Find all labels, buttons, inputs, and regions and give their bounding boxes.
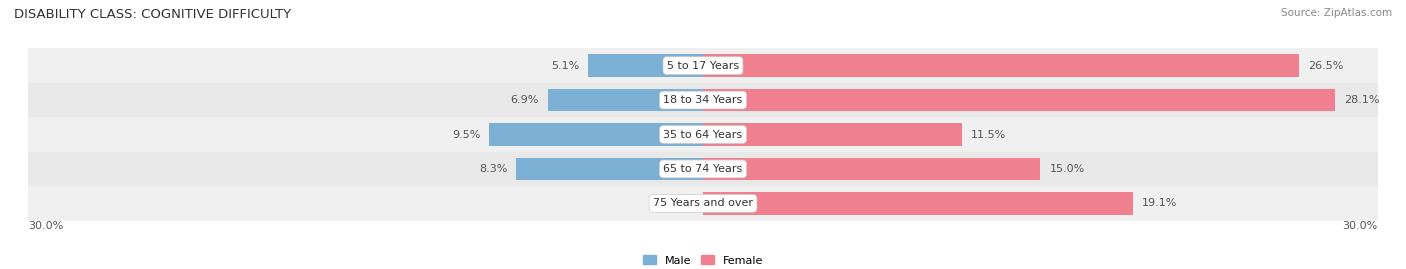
- Bar: [703, 158, 1040, 180]
- Bar: [28, 186, 1378, 221]
- Text: DISABILITY CLASS: COGNITIVE DIFFICULTY: DISABILITY CLASS: COGNITIVE DIFFICULTY: [14, 8, 291, 21]
- Bar: [489, 123, 703, 146]
- Bar: [703, 89, 1336, 111]
- Bar: [28, 48, 1378, 83]
- Text: 18 to 34 Years: 18 to 34 Years: [664, 95, 742, 105]
- Text: 0.0%: 0.0%: [666, 198, 695, 208]
- Bar: [28, 117, 1378, 152]
- Text: 65 to 74 Years: 65 to 74 Years: [664, 164, 742, 174]
- Text: 26.5%: 26.5%: [1308, 61, 1344, 71]
- Text: 5.1%: 5.1%: [551, 61, 579, 71]
- Bar: [28, 152, 1378, 186]
- Text: 6.9%: 6.9%: [510, 95, 538, 105]
- Text: 19.1%: 19.1%: [1142, 198, 1177, 208]
- Text: 30.0%: 30.0%: [1343, 221, 1378, 231]
- Bar: [588, 54, 703, 77]
- Bar: [703, 54, 1299, 77]
- Bar: [516, 158, 703, 180]
- Text: 11.5%: 11.5%: [970, 129, 1005, 140]
- Text: 15.0%: 15.0%: [1049, 164, 1084, 174]
- Text: 8.3%: 8.3%: [479, 164, 508, 174]
- Bar: [548, 89, 703, 111]
- Text: 35 to 64 Years: 35 to 64 Years: [664, 129, 742, 140]
- Text: 75 Years and over: 75 Years and over: [652, 198, 754, 208]
- Text: 30.0%: 30.0%: [28, 221, 63, 231]
- Text: 28.1%: 28.1%: [1344, 95, 1379, 105]
- Bar: [703, 192, 1133, 215]
- Text: 9.5%: 9.5%: [451, 129, 481, 140]
- Text: Source: ZipAtlas.com: Source: ZipAtlas.com: [1281, 8, 1392, 18]
- Bar: [703, 123, 962, 146]
- Legend: Male, Female: Male, Female: [638, 251, 768, 269]
- Text: 5 to 17 Years: 5 to 17 Years: [666, 61, 740, 71]
- Bar: [28, 83, 1378, 117]
